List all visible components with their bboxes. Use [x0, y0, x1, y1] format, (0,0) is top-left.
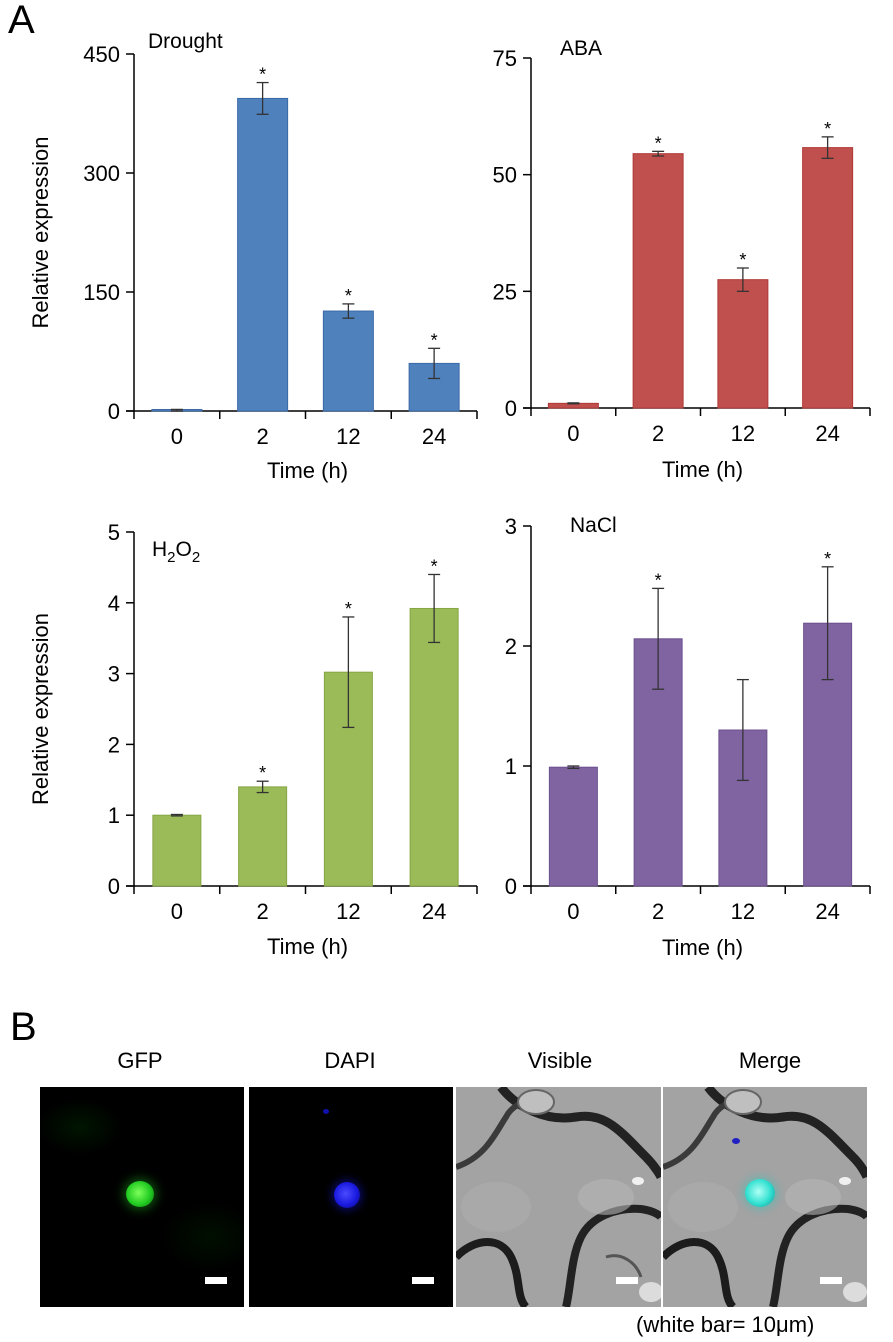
- chart2-bar: [152, 814, 202, 887]
- chart2-x-axis-label: Time (h): [267, 934, 348, 959]
- chart2-title-part: O: [176, 538, 192, 561]
- chart3-x-tick-label: 24: [815, 899, 839, 924]
- chart1-bar: [717, 279, 769, 409]
- chart0-x-tick-label: 0: [171, 424, 183, 449]
- chart0-bar: [322, 310, 374, 412]
- visible-label: Visible: [527, 1048, 593, 1073]
- chart3-y-tick-label: 1: [505, 754, 517, 779]
- chart1-significance-marker: *: [655, 133, 662, 153]
- chart2-y-tick-label: 1: [108, 803, 120, 828]
- chart3-x-tick-label: 0: [567, 899, 579, 924]
- chart0-significance-marker: *: [431, 330, 438, 350]
- chart0-bar: [237, 97, 289, 412]
- chart0-y-tick-label: 0: [108, 399, 120, 424]
- dapi-image: [249, 1087, 453, 1307]
- chart0-x-tick-label: 2: [257, 424, 269, 449]
- chart1-y-tick-label: 0: [505, 396, 517, 421]
- chart0-y-tick-label: 450: [83, 42, 120, 67]
- chart1-x-tick-label: 0: [567, 421, 579, 446]
- chart2-x-tick-label: 2: [257, 899, 269, 924]
- chart3-y-tick-label: 0: [505, 874, 517, 899]
- chart1-x-axis-label: Time (h): [662, 457, 743, 482]
- chart3-title: NaCl: [570, 514, 617, 537]
- chart1-y-tick-label: 25: [493, 279, 517, 304]
- chart2-x-tick-label: 24: [422, 899, 446, 924]
- chart3-y-tick-label: 2: [505, 634, 517, 659]
- chart2-y-tick-label: 2: [108, 732, 120, 757]
- chart0-title: Drought: [148, 30, 223, 53]
- chart2-significance-marker: *: [259, 763, 266, 783]
- chart1-bar: [632, 153, 684, 409]
- chart1-x-tick-label: 2: [652, 421, 664, 446]
- chart2-bar: [409, 607, 459, 887]
- chart2-significance-marker: *: [431, 556, 438, 576]
- chart2-y-tick-label: 0: [108, 874, 120, 899]
- chart0-y-axis-label: Relative expression: [28, 137, 53, 329]
- chart0-y-tick-label: 150: [83, 280, 120, 305]
- chart1-y-tick-label: 75: [493, 46, 517, 71]
- chart2-title-part: 2: [167, 549, 175, 566]
- panel-b-label: B: [10, 1005, 37, 1049]
- chart3-y-tick-label: 3: [505, 514, 517, 539]
- chart0-significance-marker: *: [345, 286, 352, 306]
- chart2-bar: [238, 786, 288, 887]
- chart2-title: H2O2: [152, 538, 200, 566]
- chart0-x-tick-label: 24: [422, 424, 446, 449]
- chart0-bar: [408, 362, 460, 412]
- chart3-x-axis-label: Time (h): [662, 935, 743, 960]
- scale-caption: (white bar= 10μm): [636, 1312, 815, 1337]
- chart0-significance-marker: *: [259, 65, 266, 85]
- chart1-x-tick-label: 24: [815, 421, 839, 446]
- chart2-title-part: H: [152, 538, 167, 561]
- chart3-significance-marker: *: [655, 570, 662, 590]
- chart2-y-tick-label: 3: [108, 662, 120, 687]
- chart1-y-tick-label: 50: [493, 163, 517, 188]
- panel-a-label: A: [8, 0, 35, 42]
- gfp-image: [40, 1087, 244, 1307]
- chart2-significance-marker: *: [345, 599, 352, 619]
- chart2-y-tick-label: 4: [108, 591, 120, 616]
- chart3-x-tick-label: 2: [652, 899, 664, 924]
- chart3-x-tick-label: 12: [731, 899, 755, 924]
- dapi-label: DAPI: [324, 1048, 376, 1073]
- chart1-significance-marker: *: [739, 250, 746, 270]
- chart0-y-tick-label: 300: [83, 161, 120, 186]
- chart2-x-tick-label: 12: [336, 899, 360, 924]
- chart2-y-axis-label: Relative expression: [28, 613, 53, 805]
- visible-image: [456, 1087, 661, 1307]
- chart3-significance-marker: *: [824, 549, 831, 569]
- merge-label: Merge: [738, 1048, 802, 1073]
- chart0-x-axis-label: Time (h): [267, 458, 348, 483]
- chart2-y-tick-label: 5: [108, 520, 120, 545]
- chart1-significance-marker: *: [824, 119, 831, 139]
- chart0-x-tick-label: 12: [336, 424, 360, 449]
- chart1-x-tick-label: 12: [731, 421, 755, 446]
- chart3-bar: [548, 766, 598, 887]
- merge-image: [663, 1087, 867, 1307]
- chart2-x-tick-label: 0: [171, 899, 183, 924]
- gfp-label: GFP: [117, 1048, 163, 1073]
- chart1-title: ABA: [560, 37, 602, 60]
- chart1-bar: [802, 147, 854, 409]
- chart2-title-part: 2: [192, 549, 200, 566]
